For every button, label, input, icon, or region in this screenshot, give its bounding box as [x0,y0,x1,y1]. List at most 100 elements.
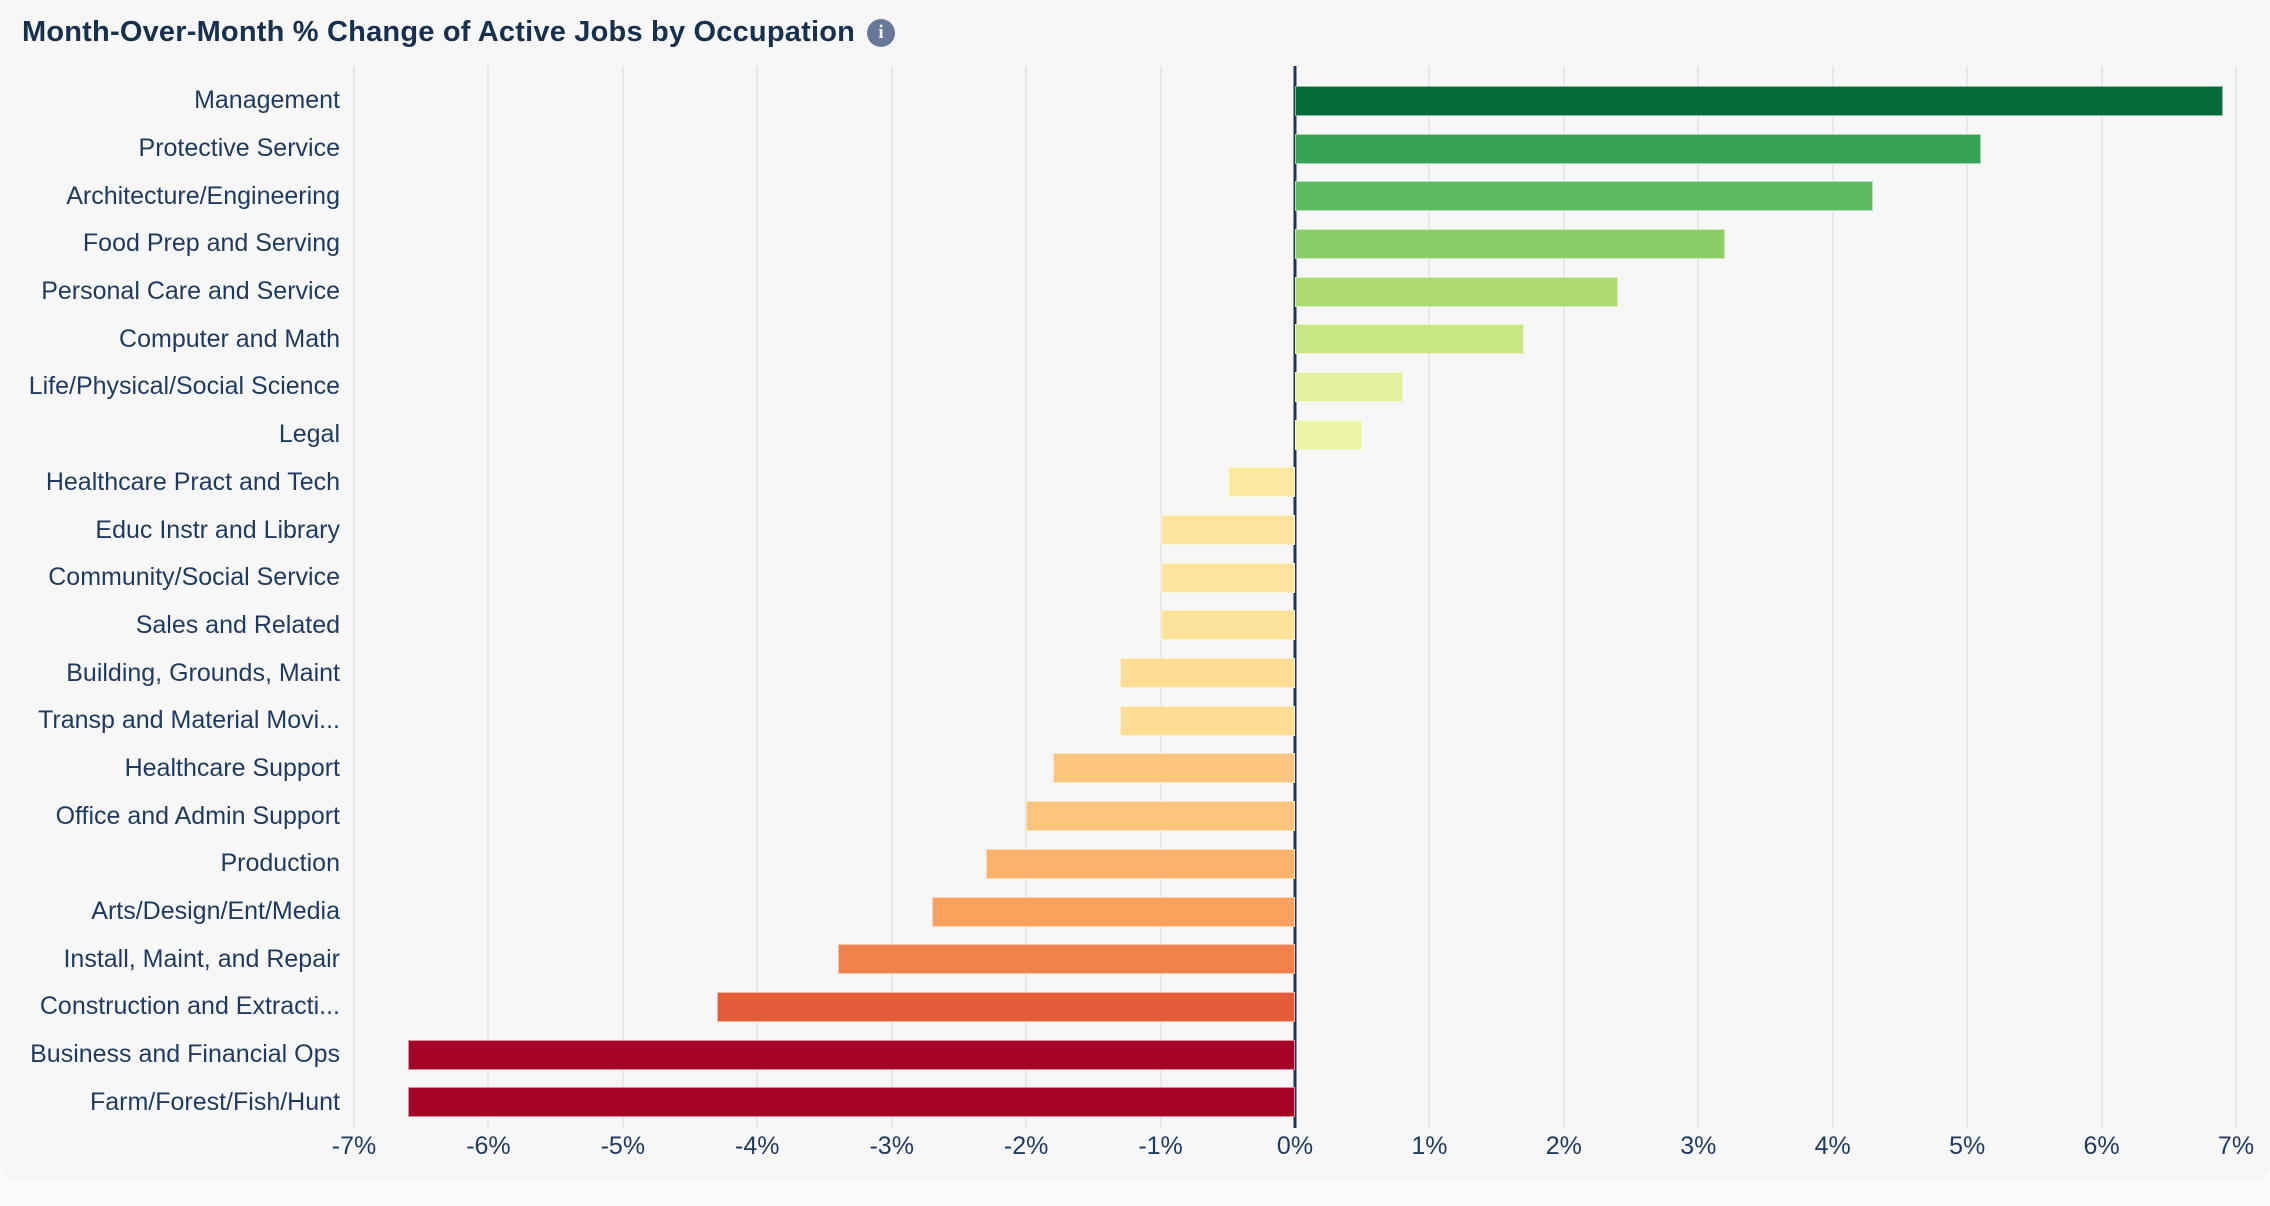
x-axis-tick-label: -1% [1138,1132,1183,1160]
y-axis-label: Food Prep and Serving [82,229,340,258]
gridline [1966,66,1969,1128]
gridline [1159,66,1162,1128]
bar-life-physical-social-science[interactable] [1295,371,1403,402]
y-axis-label: Farm/Forest/Fish/Hunt [89,1087,340,1116]
x-axis-tick-label: 0% [1276,1132,1314,1160]
bar-production[interactable] [985,848,1295,879]
gridline [756,66,759,1128]
bar-rows: Management Protective Service Architecture… [0,77,2236,1126]
y-axis-label: Install, Maint, and Repair [63,944,340,973]
bar-track [354,133,2236,164]
y-axis-label: Production [220,849,340,878]
bar-track [354,276,2236,307]
bar-track [354,562,2236,593]
y-axis-label: Protective Service [138,134,340,163]
y-axis-label: Healthcare Support [124,753,340,782]
x-axis-tick-label: -4% [735,1132,780,1160]
y-axis-label: Community/Social Service [48,563,340,592]
bar-community-social-service[interactable] [1160,562,1295,593]
bar-track [354,991,2236,1022]
gridline [621,66,624,1128]
gridline [353,66,355,1128]
bar-track [354,419,2236,450]
bar-track [354,944,2236,975]
info-icon[interactable]: i [867,18,896,47]
y-axis-label: Sales and Related [135,610,340,639]
gridline [890,66,893,1128]
bar-arts-design-ent-media[interactable] [932,896,1295,927]
chart-title: Month-Over-Month % Change of Active Jobs… [22,16,856,48]
bar-protective-service[interactable] [1295,133,1981,164]
chart-row: Protective Service [0,125,2236,173]
bar-track [354,848,2236,879]
chart-row: Architecture/Engineering [0,172,2236,220]
y-axis-label: Legal [278,420,340,449]
plot-area [353,66,2237,1128]
bar-healthcare-support[interactable] [1053,753,1295,784]
bar-computer-and-math[interactable] [1295,324,1524,355]
chart-row: Computer and Math [0,315,2236,363]
y-axis-label: Personal Care and Service [41,277,340,306]
bar-architecture-engineering[interactable] [1295,181,1874,212]
y-axis-label: Educ Instr and Library [95,515,340,544]
chart-row: Arts/Design/Ent/Media [0,888,2236,936]
bar-track [354,324,2236,355]
bar-business-and-financial-ops[interactable] [407,1039,1295,1070]
chart-row: Business and Financial Ops [0,1031,2236,1079]
y-axis-label: Business and Financial Ops [30,1040,340,1069]
chart-row: Legal [0,411,2236,459]
bar-install-maint-and-repair[interactable] [837,944,1295,975]
chart-row: Construction and Extracti... [0,983,2236,1031]
x-axis-tick-label: 1% [1411,1132,1448,1160]
bar-building-grounds-maint[interactable] [1120,658,1295,689]
x-axis-tick-label: 5% [1949,1132,1986,1160]
bar-track [354,467,2236,498]
bar-track [354,896,2236,927]
bar-food-prep-and-serving[interactable] [1295,228,1726,259]
y-axis-label: Building, Grounds, Maint [66,658,340,687]
chart-row: Sales and Related [0,602,2236,650]
chart-row: Production [0,840,2236,888]
bar-personal-care-and-service[interactable] [1295,276,1618,307]
bar-farm-forest-fish-hunt[interactable] [407,1087,1295,1118]
chart-row: Life/Physical/Social Science [0,363,2236,411]
bar-management[interactable] [1295,85,2223,116]
chart-row: Transp and Material Movi... [0,697,2236,745]
gridline [1831,66,1834,1128]
bar-legal[interactable] [1295,419,1363,450]
chart-row: Office and Admin Support [0,792,2236,840]
bar-healthcare-pract-and-tech[interactable] [1227,467,1295,498]
bar-transp-and-material-movi[interactable] [1120,705,1295,736]
chart-row: Healthcare Support [0,745,2236,793]
y-axis-label: Office and Admin Support [55,801,340,830]
y-axis-label: Construction and Extracti... [39,992,340,1021]
y-axis-label: Life/Physical/Social Science [28,372,340,401]
bar-educ-instr-and-library[interactable] [1160,515,1295,546]
gridline [2235,66,2237,1128]
y-axis-label: Transp and Material Movi... [38,706,340,735]
x-axis-tick-label: 4% [1814,1132,1851,1160]
bar-track [354,1039,2236,1070]
bar-track [354,658,2236,689]
bar-office-and-admin-support[interactable] [1026,801,1295,832]
chart-row: Farm/Forest/Fish/Hunt [0,1078,2236,1126]
y-axis-label: Arts/Design/Ent/Media [91,897,340,926]
gridline [1562,66,1565,1128]
bar-construction-and-extracti[interactable] [716,991,1295,1022]
bar-track [354,228,2236,259]
chart-row: Food Prep and Serving [0,220,2236,268]
bar-track [354,753,2236,784]
chart-row: Healthcare Pract and Tech [0,459,2236,507]
bar-track [354,181,2236,212]
y-axis-label: Healthcare Pract and Tech [45,467,340,496]
gridline [487,66,490,1128]
x-axis-tick-label: -3% [869,1132,914,1160]
bar-sales-and-related[interactable] [1160,610,1295,641]
bar-track [354,801,2236,832]
chart-row: Educ Instr and Library [0,506,2236,554]
gridline [1025,66,1028,1128]
chart-row: Management [0,77,2236,125]
bar-track [354,610,2236,641]
chart-row: Personal Care and Service [0,268,2236,316]
